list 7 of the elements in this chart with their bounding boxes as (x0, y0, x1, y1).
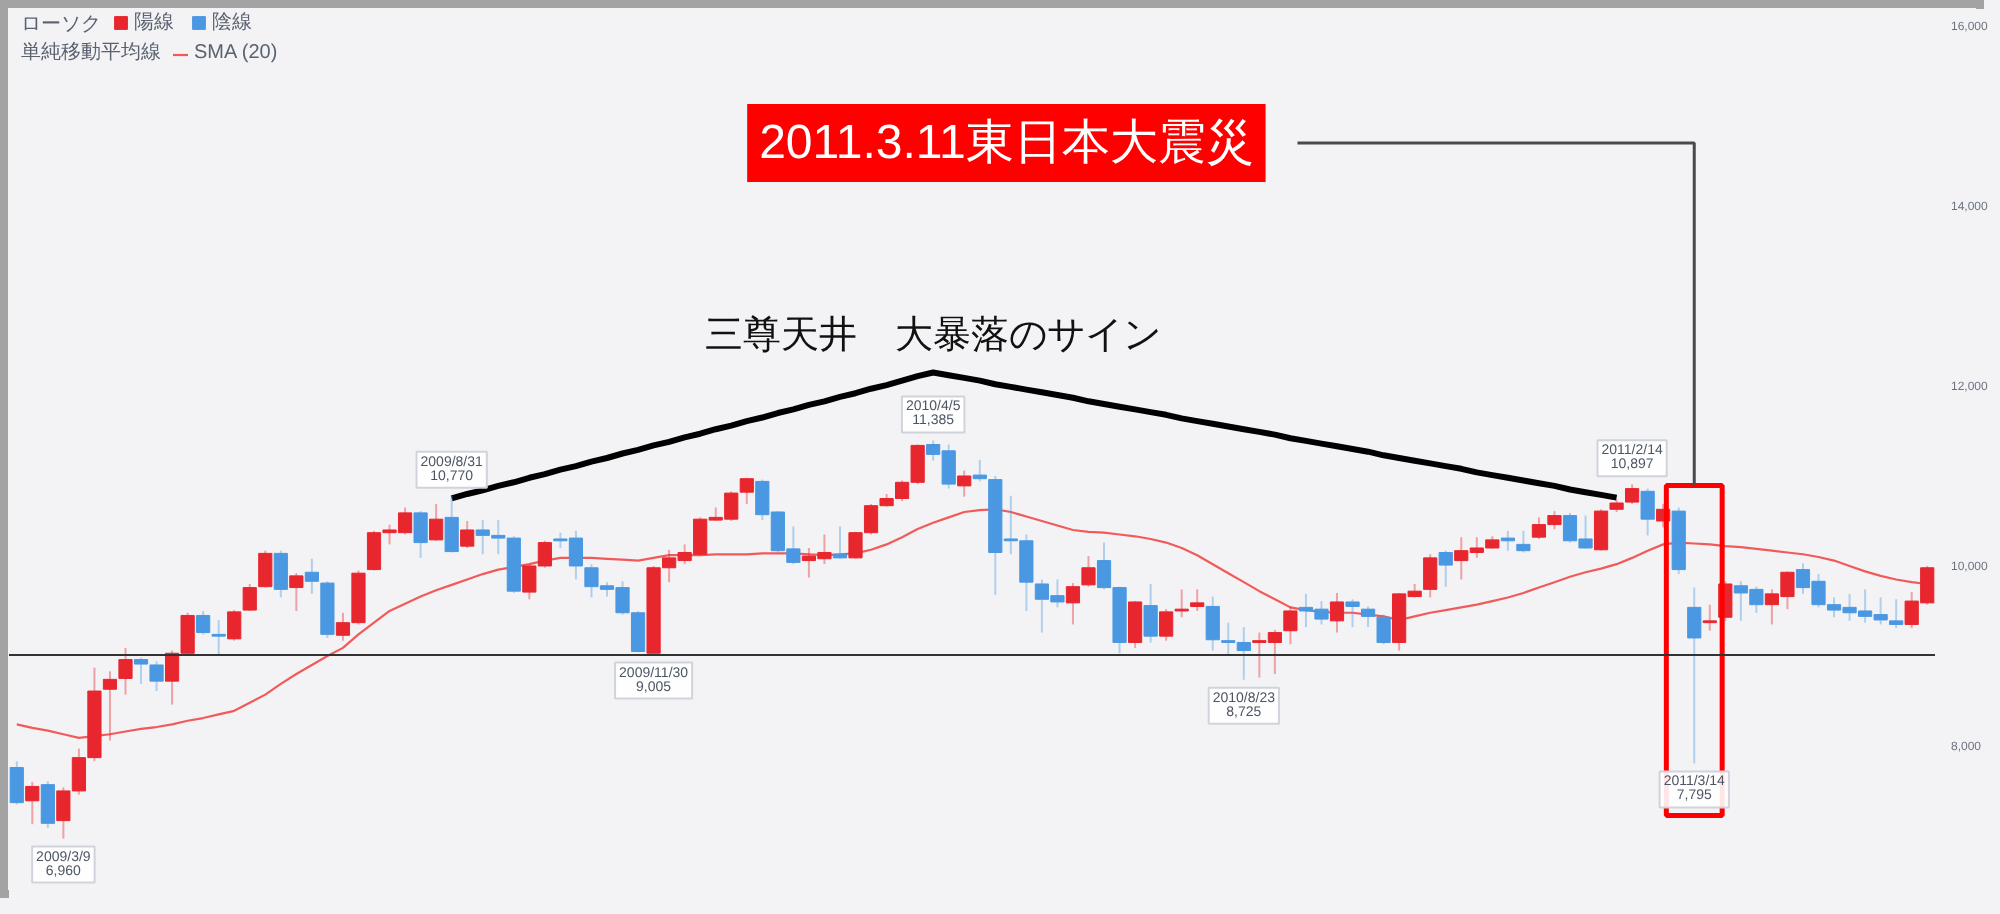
annotation: 単純移動平均線 (20, 40, 161, 64)
annotation: ローソク (20, 14, 101, 36)
legend-label: SMA (20) (194, 42, 278, 64)
legend-label: 陰線 (212, 10, 252, 36)
legend-label: 陽線 (134, 10, 174, 36)
annotation: 三尊天井 大暴落のサイン (705, 314, 1162, 357)
annotation: 2011.3.11東日本大震災 (759, 116, 1254, 170)
